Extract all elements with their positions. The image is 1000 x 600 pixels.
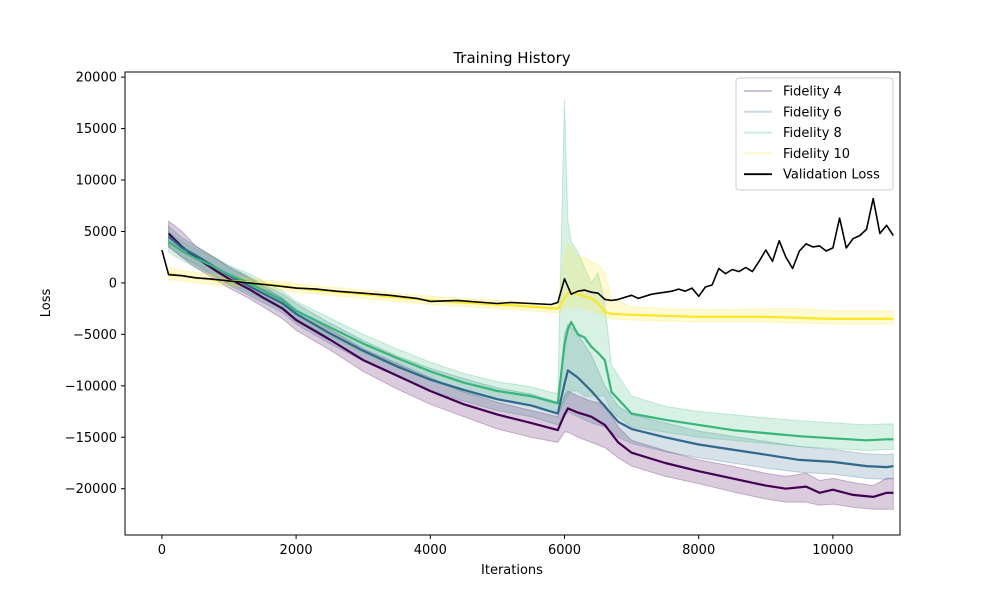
series-lines [161, 197, 894, 498]
y-tick-label: −15000 [65, 431, 117, 446]
legend[interactable]: Fidelity 4 Fidelity 6 Fidelity 8 Fidelity 1… [735, 77, 894, 191]
band-fidelity-10 [168, 242, 894, 325]
confidence-bands [168, 99, 894, 510]
series-line-fidelity-4 [167, 232, 894, 498]
x-tick-label: 0 [158, 543, 166, 558]
series-line-fidelity-8 [167, 240, 894, 442]
series-line-fidelity-6 [167, 235, 894, 469]
chart-title: Training History [452, 49, 570, 67]
y-tick-label: −20000 [65, 482, 117, 497]
y-tick-label: 10000 [76, 174, 117, 189]
x-axis-label: Iterations [481, 563, 543, 578]
y-tick-label: −10000 [65, 379, 117, 394]
legend-label-fidelity-4: Fidelity 4 [783, 85, 842, 100]
legend-box [735, 77, 894, 191]
y-tick-label: 5000 [84, 225, 117, 240]
y-tick-label: 15000 [76, 122, 117, 137]
series-line-validation-loss [161, 197, 894, 306]
legend-label-fidelity-6: Fidelity 6 [783, 105, 842, 120]
y-tick-label: 20000 [76, 71, 117, 86]
legend-label-fidelity-8: Fidelity 8 [783, 126, 842, 141]
x-tick-label: 6000 [548, 543, 581, 558]
y-axis-label: Loss [39, 289, 54, 318]
y-tick-label: −5000 [73, 328, 117, 343]
legend-label-validation-loss: Validation Loss [783, 168, 880, 183]
x-tick-label: 10000 [812, 543, 853, 558]
plot-area-frame [124, 71, 901, 536]
x-tick-label: 8000 [682, 543, 715, 558]
y-axis-ticks: −20000 −15000 −10000 −5000 0 5000 10000 15000 20… [65, 71, 125, 497]
x-tick-label: 2000 [280, 543, 313, 558]
legend-label-fidelity-10: Fidelity 10 [783, 147, 850, 162]
x-axis-ticks: 0 2000 4000 6000 8000 10000 [158, 535, 854, 558]
band-fidelity-4 [168, 220, 894, 510]
x-tick-label: 4000 [414, 543, 447, 558]
y-tick-label: 0 [109, 276, 117, 291]
